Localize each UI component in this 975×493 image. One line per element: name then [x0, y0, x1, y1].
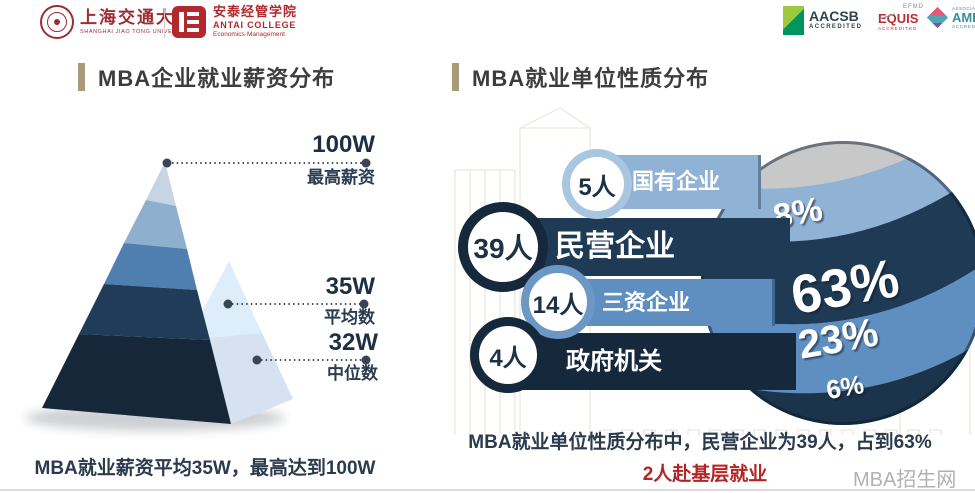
salary-annotation-value-0: 100W	[312, 131, 375, 158]
salary-pyramid-chart: 100W 最高薪资 35W 平均数 32W 中位数	[0, 120, 420, 465]
count-circle-1: 39人	[458, 202, 548, 292]
category-label-1: 民营企业	[555, 230, 675, 263]
category-bar-2: 三资企业	[560, 279, 775, 326]
right-title-text: MBA就业单位性质分布	[472, 66, 710, 91]
sjtu-logo: 上海交通大学 SHANGHAI JIAO TONG UNIVERSITY	[40, 5, 194, 39]
right-section-title: MBA就业单位性质分布	[452, 61, 709, 93]
count-circle-0: 5人	[562, 149, 632, 219]
left-summary: MBA就业薪资平均35W，最高达到100W	[34, 458, 376, 479]
left-title-text: MBA企业就业薪资分布	[98, 66, 336, 91]
category-label-3: 政府机关	[566, 347, 662, 375]
equis-name: EQUIS	[878, 11, 919, 26]
efmd-label: EFMD	[903, 4, 924, 10]
acem-logo: 安泰经管学院 ANTAI COLLEGE Economics·Managemen…	[172, 4, 298, 39]
amba-diamond-icon	[926, 6, 949, 29]
pyramid-graphic	[25, 158, 371, 431]
left-section-title: MBA企业就业薪资分布	[78, 61, 335, 93]
title-accent-bar	[78, 63, 85, 91]
count-3: 4人	[489, 344, 527, 372]
aacsb-name: AACSB	[809, 8, 859, 25]
count-0: 5人	[578, 173, 616, 201]
count-2: 14人	[532, 291, 584, 319]
acem-name-en: ANTAI COLLEGE	[213, 19, 297, 30]
amba-name: AMBA	[952, 10, 975, 25]
aacsb-sub: ACCREDITED	[809, 24, 863, 31]
count-1: 39人	[473, 233, 533, 264]
bottom-divider	[0, 489, 975, 491]
header-divider	[164, 8, 165, 38]
acem-name-cn: 安泰经管学院	[213, 4, 298, 19]
count-circle-3: 4人	[470, 317, 546, 393]
category-label-2: 三资企业	[602, 289, 691, 315]
accreditation-aacsb: AACSB ACCREDITED	[783, 6, 862, 35]
accreditation-equis: EFMD EQUIS ACCREDITED	[876, 3, 924, 32]
equis-sub: ACCREDITED	[878, 26, 918, 32]
percent-label-3: 6%	[824, 369, 866, 405]
salary-annotation-label-0: 最高薪资	[307, 168, 375, 187]
salary-annotation-value-2: 32W	[328, 329, 378, 356]
amba-org: ASSOCIATION	[952, 6, 975, 11]
salary-annotation-label-2: 中位数	[327, 364, 378, 383]
title-accent-bar	[452, 63, 459, 91]
sjtu-name-en: SHANGHAI JIAO TONG UNIVERSITY	[80, 29, 192, 35]
category-bar-3: 政府机关	[510, 333, 796, 390]
amba-sub: ACCREDITED	[952, 24, 975, 29]
employer-distribution-chart: 8% 63% 23% 6% 国有企业 民营企业 三资企业 政府机关 5人 39人…	[440, 95, 975, 435]
sjtu-seal-icon	[40, 5, 74, 39]
salary-annotation-value-1: 35W	[325, 273, 375, 300]
aacsb-mark-icon	[783, 6, 804, 35]
salary-annotation-label-1: 平均数	[324, 308, 375, 327]
highlight-note: 2人赴基层就业	[642, 464, 768, 485]
watermark: MBA招生网	[853, 469, 957, 491]
category-label-0: 国有企业	[632, 169, 721, 194]
accreditation-amba: ASSOCIATION AMBA ACCREDITED	[926, 6, 975, 29]
right-summary: MBA就业单位性质分布中，民营企业为39人，占到63%	[468, 432, 932, 453]
acem-sub: Economics·Management	[213, 30, 285, 38]
acem-logo-icon	[172, 5, 206, 38]
